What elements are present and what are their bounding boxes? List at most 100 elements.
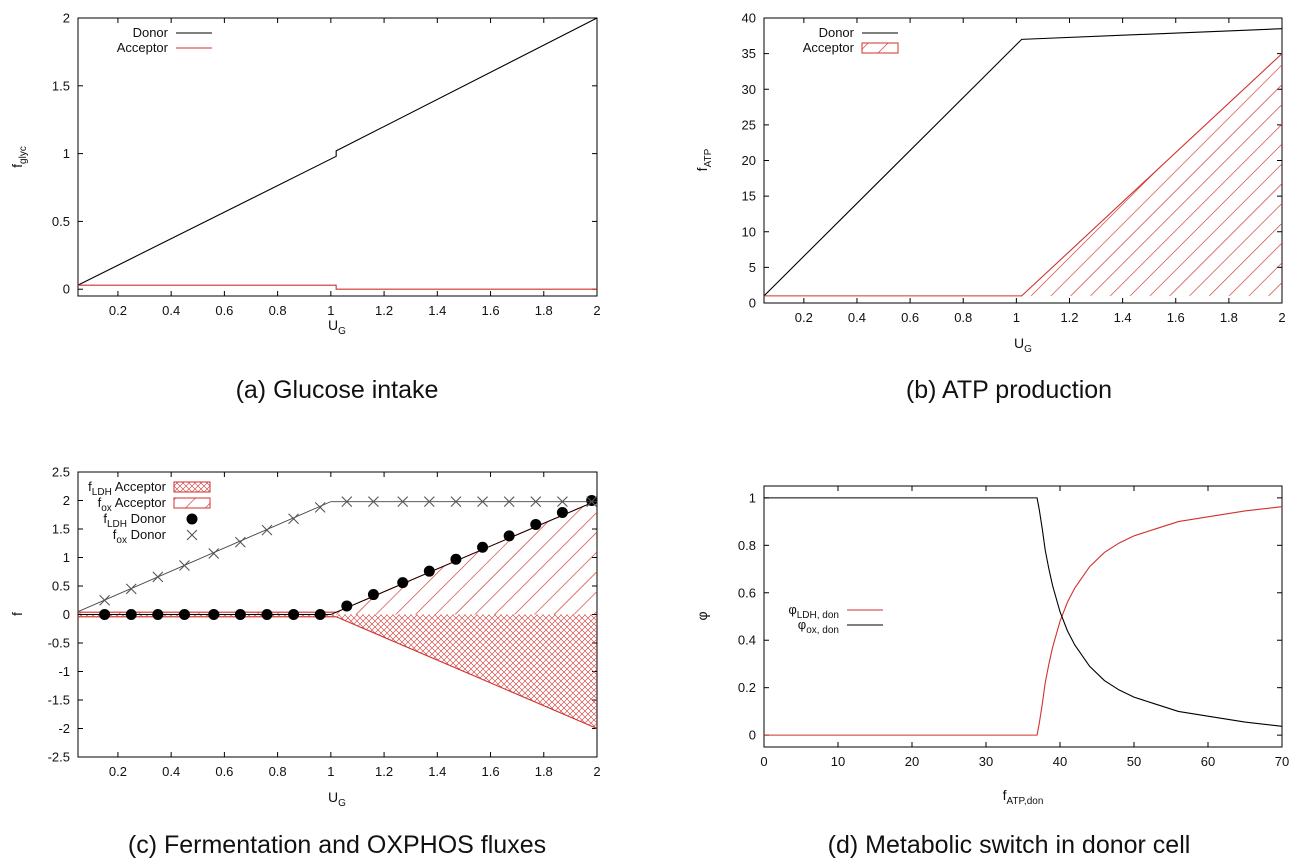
legend-label: fox Acceptor bbox=[98, 495, 167, 514]
x-tick-label: 1.6 bbox=[481, 764, 499, 779]
y-tick-label: 1 bbox=[749, 490, 756, 505]
y-tick-label: 0.5 bbox=[52, 579, 70, 594]
x-tick-label: 0.4 bbox=[162, 764, 180, 779]
y-tick-label: 15 bbox=[742, 189, 756, 204]
y-tick-label: 5 bbox=[749, 260, 756, 275]
data-point bbox=[234, 609, 246, 620]
chart-b: 0.2 0.4 0.6 0.8 1 1.2 1.4 1.6 1.8 205101520253035… bbox=[694, 11, 1286, 405]
data-point bbox=[450, 496, 462, 508]
legend-label: Acceptor bbox=[803, 40, 855, 55]
y-axis-label: f bbox=[9, 612, 25, 616]
y-tick-label: 1 bbox=[63, 550, 70, 565]
series-d-1-line bbox=[764, 497, 1283, 727]
y-tick-label: 20 bbox=[742, 153, 756, 168]
x-tick-label: 0.6 bbox=[901, 310, 919, 325]
x-tick-label: 0.8 bbox=[269, 764, 287, 779]
x-axis-label: UG bbox=[328, 789, 346, 809]
y-tick-label: 10 bbox=[742, 224, 756, 239]
data-point bbox=[586, 496, 598, 508]
x-tick-label: 0.6 bbox=[215, 764, 233, 779]
data-point bbox=[530, 496, 542, 508]
y-tick-label: 2.5 bbox=[52, 465, 70, 480]
y-tick-label: 0.4 bbox=[738, 633, 756, 648]
data-point bbox=[341, 496, 353, 508]
data-point bbox=[450, 553, 462, 565]
y-tick-label: -2 bbox=[58, 721, 70, 736]
x-tick-label: 1 bbox=[327, 764, 334, 779]
x-tick-label: 2 bbox=[593, 303, 600, 318]
y-axis-label: fATP bbox=[694, 148, 714, 171]
x-tick-label: 1.4 bbox=[1114, 310, 1132, 325]
y-tick-label: 35 bbox=[742, 46, 756, 61]
x-axis-label: fATP,don bbox=[1003, 787, 1044, 807]
legend-swatch bbox=[186, 513, 198, 525]
y-tick-label: 0 bbox=[749, 728, 756, 743]
x-tick-label: 0.2 bbox=[109, 764, 127, 779]
x-tick-label: 0.6 bbox=[215, 303, 233, 318]
x-tick-label: 20 bbox=[905, 754, 919, 769]
x-tick-label: 0.8 bbox=[954, 310, 972, 325]
data-point bbox=[314, 609, 326, 620]
data-point bbox=[234, 536, 246, 548]
x-tick-label: 1.8 bbox=[1220, 310, 1238, 325]
data-point bbox=[477, 541, 489, 553]
y-axis-label: fglyc bbox=[9, 146, 29, 168]
series-b-1-area bbox=[764, 53, 1282, 296]
series-c-3-line bbox=[77, 501, 597, 613]
x-tick-label: 0.2 bbox=[109, 303, 127, 318]
data-point bbox=[557, 496, 568, 508]
series-d-0-line bbox=[764, 506, 1283, 736]
data-point bbox=[423, 565, 435, 577]
series-a-1-line bbox=[78, 284, 597, 290]
y-tick-label: 1 bbox=[63, 146, 70, 161]
data-point bbox=[99, 594, 111, 606]
legend-label: Donor bbox=[819, 25, 855, 40]
x-tick-label: 30 bbox=[979, 754, 993, 769]
y-tick-label: 0.6 bbox=[738, 585, 756, 600]
data-point bbox=[288, 513, 299, 525]
data-point bbox=[530, 518, 542, 530]
x-tick-label: 2 bbox=[593, 764, 600, 779]
y-tick-label: -1 bbox=[58, 664, 70, 679]
series-b-1-edge bbox=[764, 53, 1283, 297]
x-tick-label: 1.6 bbox=[1167, 310, 1185, 325]
x-tick-label: 60 bbox=[1201, 754, 1215, 769]
data-point bbox=[397, 496, 409, 508]
data-point bbox=[477, 496, 488, 508]
series-c-1-area bbox=[78, 500, 597, 615]
data-point bbox=[314, 501, 326, 513]
x-axis-label: UG bbox=[1014, 335, 1032, 355]
legend-label: φox, don bbox=[798, 617, 839, 636]
data-point bbox=[179, 560, 190, 571]
series-c-0-edge bbox=[78, 616, 598, 730]
data-point bbox=[261, 524, 273, 536]
x-tick-label: 1.8 bbox=[535, 303, 553, 318]
x-tick-label: 40 bbox=[1053, 754, 1067, 769]
x-tick-label: 1.2 bbox=[375, 303, 393, 318]
x-tick-label: 1 bbox=[1013, 310, 1020, 325]
x-tick-label: 1.6 bbox=[481, 303, 499, 318]
data-point bbox=[367, 589, 379, 601]
x-tick-label: 0.2 bbox=[795, 310, 813, 325]
chart-a: 0.2 0.4 0.6 0.8 1 1.2 1.4 1.6 1.8 2 0 0.5 1 1.5 2 UG fgl… bbox=[9, 11, 601, 405]
x-tick-label: 1.4 bbox=[428, 764, 446, 779]
x-tick-label: 1.4 bbox=[428, 303, 446, 318]
y-tick-label: 0 bbox=[63, 282, 70, 297]
legend-swatch bbox=[173, 481, 211, 493]
x-tick-label: 0.8 bbox=[269, 303, 287, 318]
chart-caption: (b) ATP production bbox=[906, 376, 1112, 404]
y-tick-label: -2.5 bbox=[48, 750, 70, 765]
y-tick-label: 0 bbox=[749, 296, 756, 311]
y-tick-label: 30 bbox=[742, 82, 756, 97]
data-point bbox=[125, 583, 137, 595]
data-point bbox=[341, 600, 353, 612]
x-axis-label: UG bbox=[328, 317, 346, 337]
legend-swatch bbox=[861, 42, 899, 54]
legend-label: φLDH, don bbox=[788, 602, 839, 621]
plot-frame bbox=[77, 17, 598, 297]
y-tick-label: 0.8 bbox=[738, 538, 756, 553]
